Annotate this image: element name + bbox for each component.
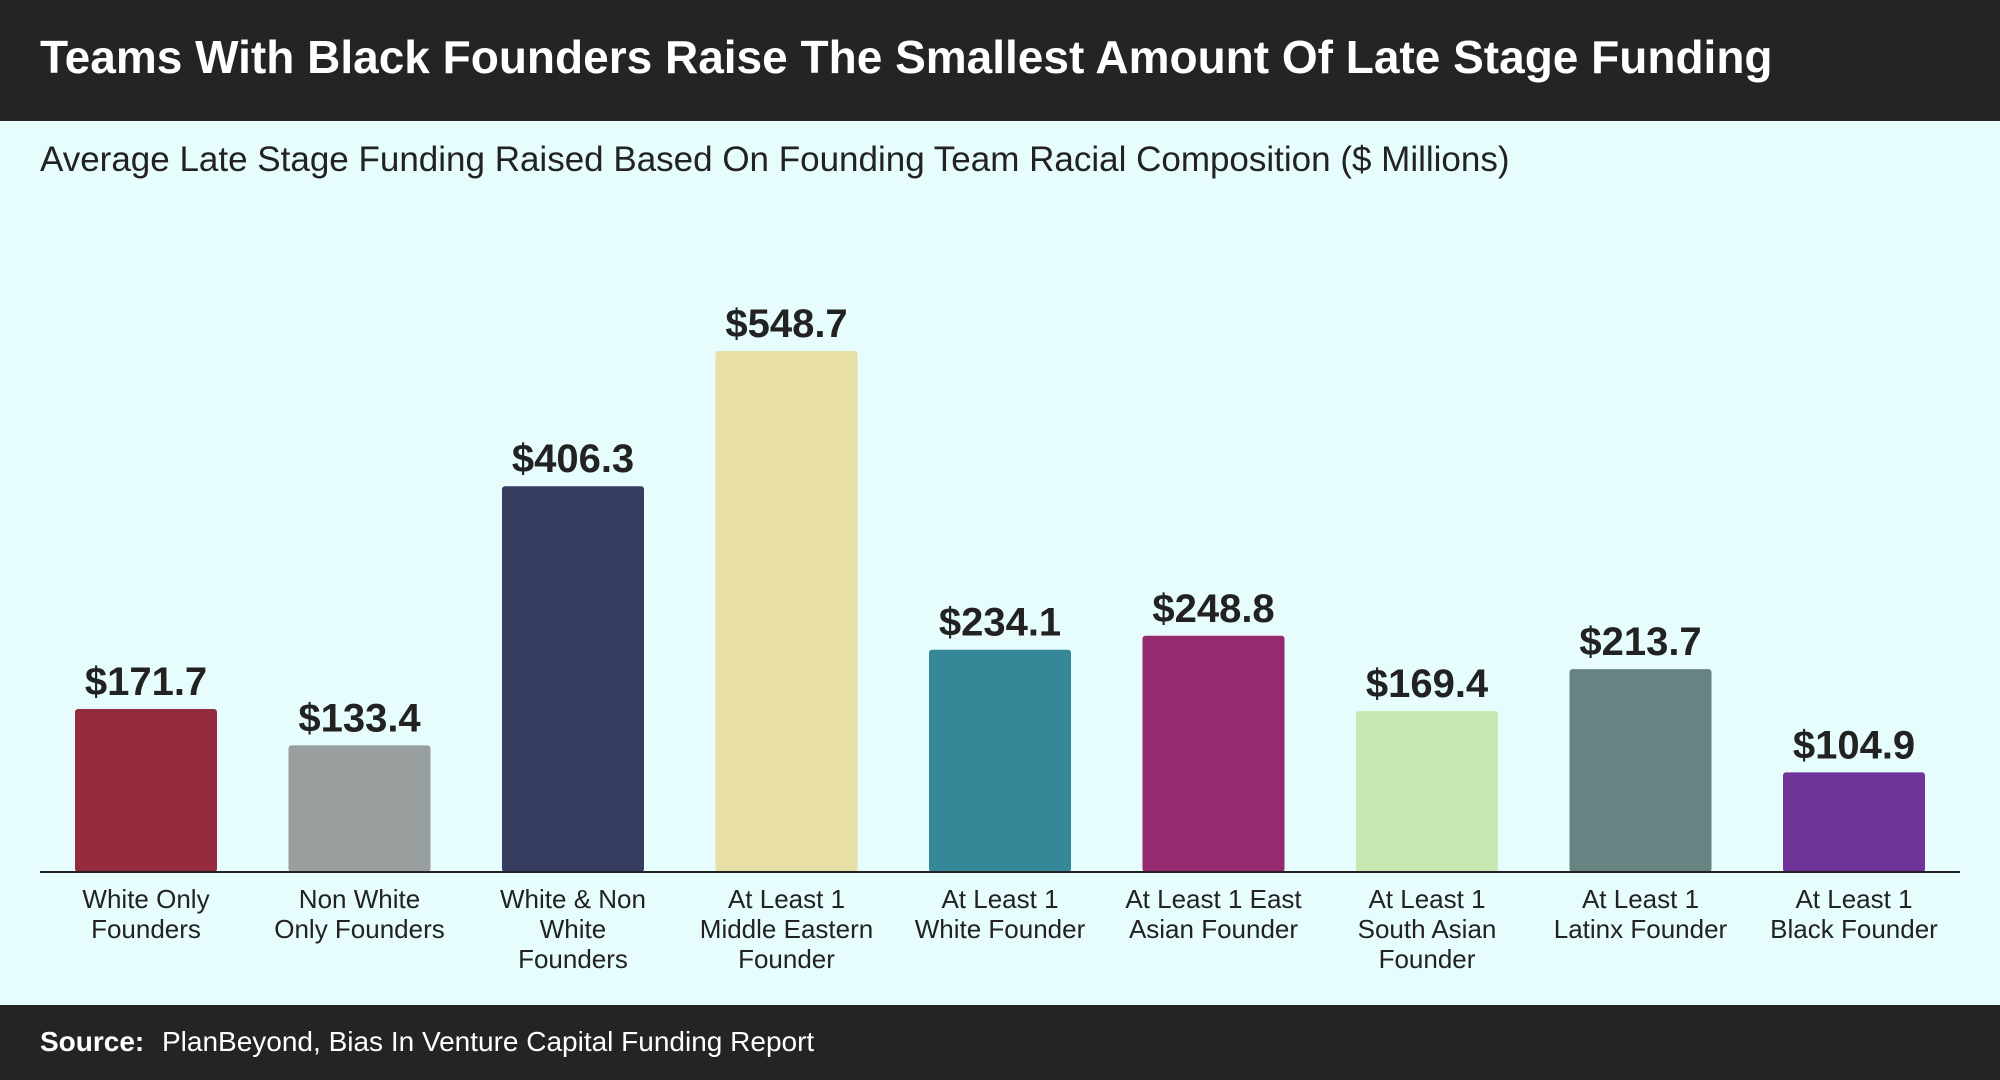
bar-6 (1356, 711, 1498, 872)
category-label-3-2: Founder (738, 944, 835, 974)
category-label-7-0: At Least 1 (1582, 884, 1699, 914)
category-label-2-2: Founders (518, 944, 628, 974)
bar-4 (929, 649, 1071, 872)
value-label-2: $406.3 (512, 437, 634, 481)
bar-0 (75, 708, 217, 872)
value-label-3: $548.7 (725, 302, 847, 346)
category-label-2-1: White (540, 914, 606, 944)
value-label-5: $248.8 (1152, 587, 1274, 631)
value-label-1: $133.4 (298, 696, 421, 740)
category-label-1-0: Non White (299, 884, 420, 914)
category-label-6-1: South Asian (1358, 914, 1497, 944)
chart-title: Teams With Black Founders Raise The Smal… (40, 31, 1773, 83)
bar-3 (715, 351, 858, 872)
category-label-5-0: At Least 1 East (1125, 884, 1302, 914)
chart-subtitle: Average Late Stage Funding Raised Based … (40, 140, 1510, 179)
value-label-4: $234.1 (939, 601, 1061, 645)
category-label-6-0: At Least 1 (1368, 884, 1485, 914)
category-label-3-0: At Least 1 (728, 884, 845, 914)
header-bar (0, 0, 2000, 121)
value-label-8: $104.9 (1793, 723, 1915, 767)
category-label-0-0: White Only (82, 884, 209, 914)
bar-2 (502, 486, 644, 872)
bar-1 (288, 745, 431, 872)
category-label-4-0: At Least 1 (941, 884, 1058, 914)
value-label-0: $171.7 (85, 660, 207, 704)
value-label-7: $213.7 (1579, 620, 1701, 664)
value-label-6: $169.4 (1366, 662, 1489, 706)
category-label-8-0: At Least 1 (1795, 884, 1912, 914)
category-label-3-1: Middle Eastern (700, 914, 873, 944)
source-label: Source: (40, 1026, 145, 1057)
category-label-6-2: Founder (1379, 944, 1476, 974)
bar-8 (1783, 772, 1925, 872)
footer-bar (0, 1005, 2000, 1080)
bar-7 (1569, 669, 1712, 872)
category-label-8-1: Black Founder (1770, 914, 1938, 944)
category-label-5-1: Asian Founder (1129, 914, 1298, 944)
category-label-2-0: White & Non (500, 884, 646, 914)
source-text: PlanBeyond, Bias In Venture Capital Fund… (162, 1026, 815, 1057)
category-label-4-1: White Founder (915, 914, 1086, 944)
category-label-0-1: Founders (91, 914, 201, 944)
category-label-7-1: Latinx Founder (1554, 914, 1728, 944)
bar-5 (1142, 635, 1285, 872)
category-label-1-1: Only Founders (274, 914, 445, 944)
